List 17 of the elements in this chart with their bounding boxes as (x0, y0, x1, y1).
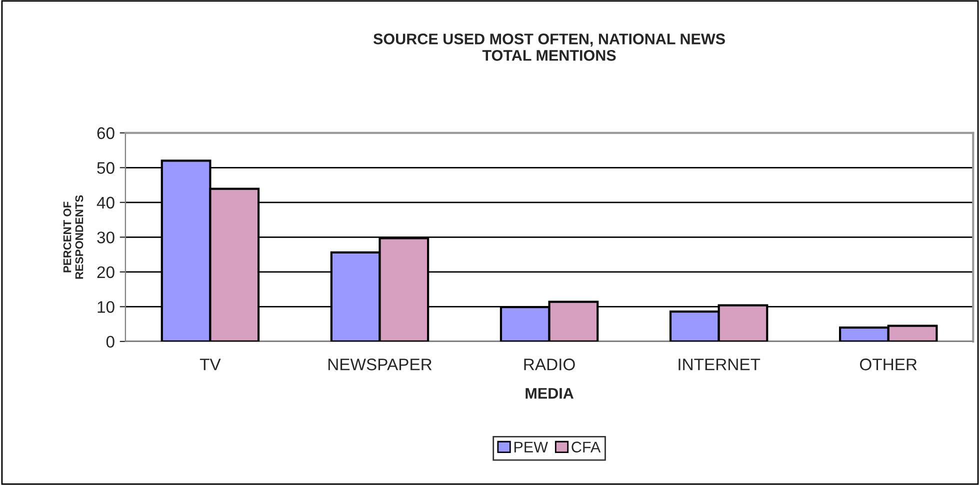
chart-title: SOURCE USED MOST OFTEN, NATIONAL NEWS TOTAL MENTIONS (373, 34, 725, 61)
y-tick-label: 60 (97, 127, 114, 140)
legend-label: PEW (514, 442, 548, 452)
x-tick-label: RADIO (524, 358, 575, 370)
x-axis-title: MEDIA (526, 388, 574, 399)
y-tick-label: 40 (96, 196, 114, 209)
y-tick-label: 50 (97, 162, 114, 174)
y-tick-label: 10 (98, 301, 114, 313)
x-tick-label: OTHER (860, 358, 917, 370)
x-tick-label: INTERNET (678, 358, 760, 370)
x-tick-label: TV (200, 358, 221, 370)
x-tick-label: NEWSPAPER (328, 358, 432, 370)
y-tick-label: 30 (97, 232, 114, 244)
y-axis-title: PERCENT OF RESPONDENTS (63, 195, 84, 279)
y-tick-label: 20 (97, 266, 114, 278)
y-tick-label: 0 (106, 336, 114, 348)
legend-label: CFA (572, 442, 601, 452)
